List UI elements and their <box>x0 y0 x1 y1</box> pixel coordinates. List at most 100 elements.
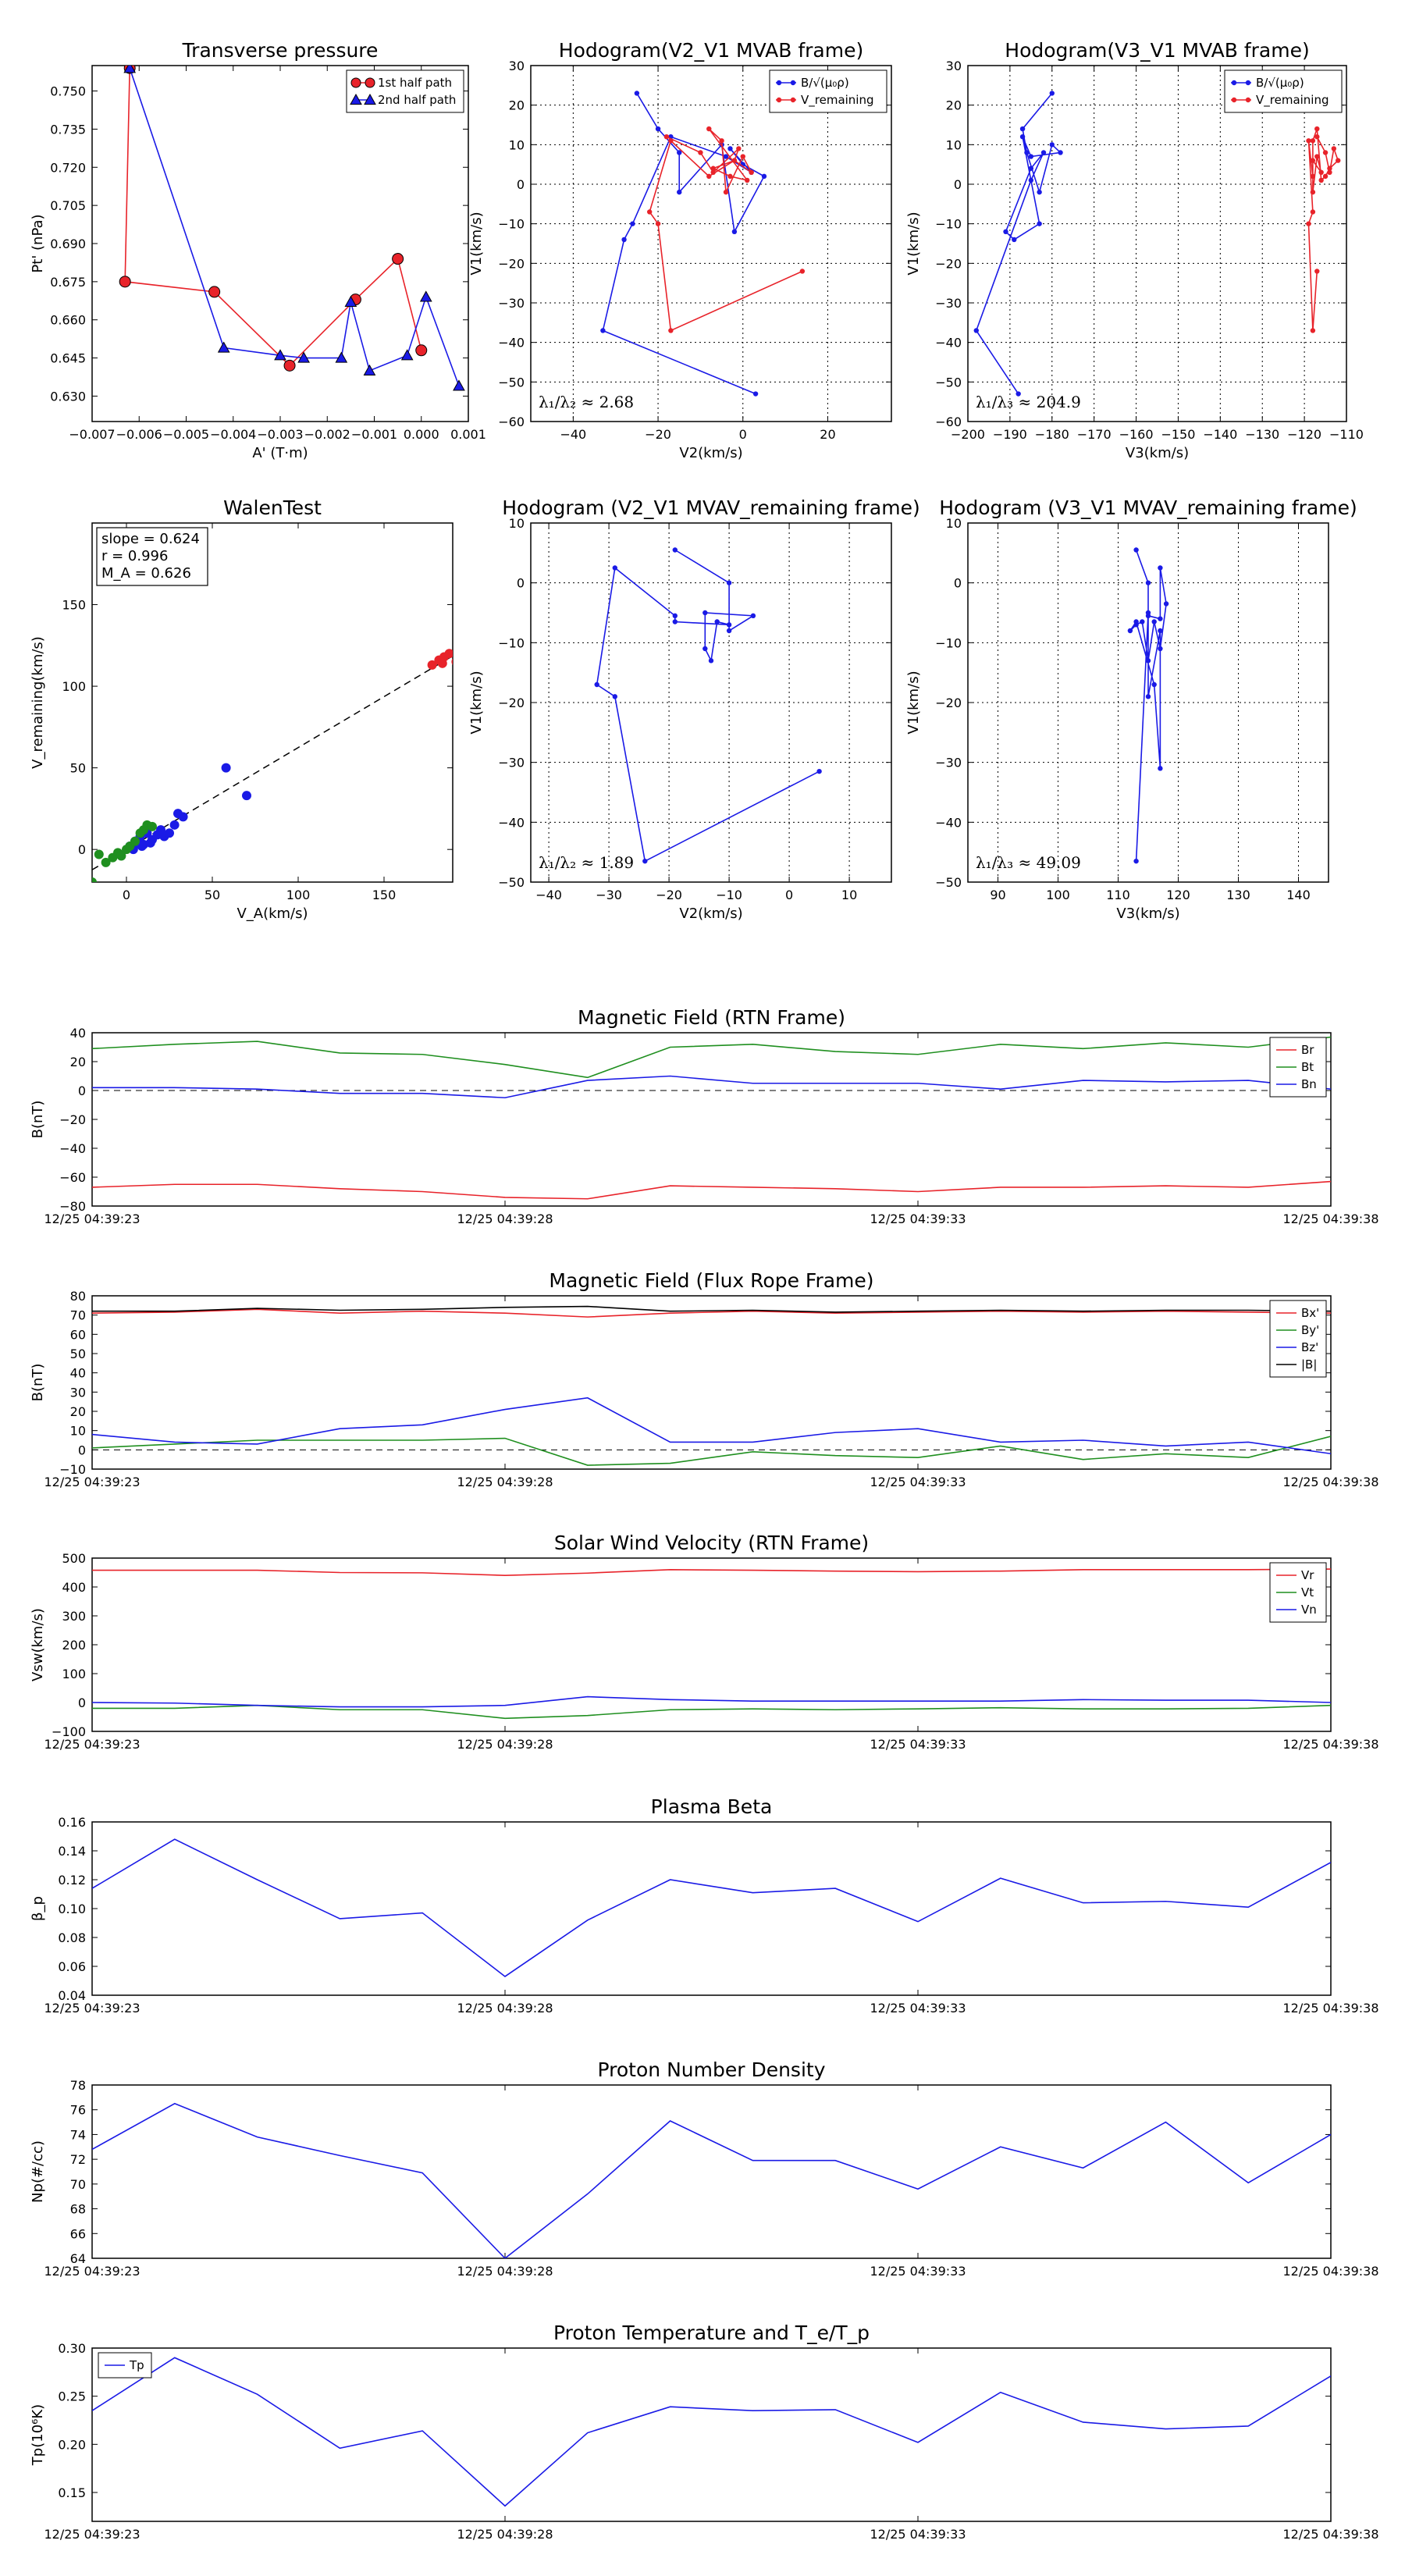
stats-line-2: M_A = 0.626 <box>101 565 191 582</box>
data-point <box>752 391 759 397</box>
data-point <box>419 290 432 302</box>
axes-frame <box>91 1032 1332 1207</box>
x-tick-label: 0.000 <box>404 427 439 442</box>
y-tick-label: −30 <box>935 756 962 770</box>
data-point <box>726 628 732 634</box>
chart-pt: −0.007 −0.006 −0.005 −0.004 −0.003 −0.002 −0.0… <box>30 39 486 461</box>
data-point <box>731 158 738 163</box>
data-point <box>1145 580 1151 585</box>
y-tick-label: 10 <box>70 1424 86 1439</box>
data-point <box>799 269 806 274</box>
x-tick-label: 130 <box>1226 888 1250 902</box>
data-point <box>776 80 782 86</box>
y-tick-label: 0 <box>517 177 525 192</box>
data-point <box>130 836 140 846</box>
axes-frame <box>91 522 454 883</box>
y-tick-label: 0.630 <box>50 389 86 404</box>
x-tick-label: 12/25 04:39:33 <box>870 2264 966 2279</box>
data-point <box>1310 173 1316 180</box>
x-tick-label: −20 <box>645 427 671 442</box>
y-tick-label: −80 <box>59 1199 86 1214</box>
y-tick-label: 0.04 <box>58 1988 86 2003</box>
y-tick-label: −40 <box>59 1141 86 1156</box>
data-point <box>1133 547 1139 553</box>
data-point <box>1140 619 1145 624</box>
series-line-0 <box>602 93 766 395</box>
y-tick-label: 150 <box>62 598 86 613</box>
x-tick-label: −140 <box>1203 427 1237 442</box>
data-point <box>1158 616 1163 621</box>
y-tick-label: 10 <box>509 137 525 152</box>
data-point <box>94 849 104 859</box>
data-point <box>706 173 712 180</box>
data-point <box>1327 165 1332 171</box>
x-tick-label: −0.004 <box>210 427 256 442</box>
y-tick-label: −60 <box>498 415 525 429</box>
chart-h4: 90 100 110 120 130 140 −50 −40 −30 −20 −10 0 10Hodog… <box>905 496 1357 922</box>
y-tick-label: −50 <box>498 875 525 890</box>
x-tick-label: 12/25 04:39:23 <box>44 1737 140 1752</box>
x-tick-label: 12/25 04:39:28 <box>457 1212 553 1226</box>
plot-area <box>600 91 806 397</box>
x-tick-label: −110 <box>1329 427 1364 442</box>
data-point <box>663 134 670 140</box>
y-tick-label: 0.750 <box>50 84 86 99</box>
data-point <box>427 660 437 670</box>
y-tick-label: −40 <box>498 336 525 350</box>
legend-entry-1: V_remaining <box>801 93 874 108</box>
legend-entry-0: Tp <box>129 2358 144 2372</box>
x-tick-label: 100 <box>1046 888 1070 902</box>
y-tick-label: 0.675 <box>50 275 86 290</box>
data-point <box>1058 150 1063 155</box>
data-point <box>1322 150 1329 155</box>
y-tick-label: 50 <box>70 1347 86 1361</box>
data-point <box>169 820 180 830</box>
eigen-ratio-annotation: λ₁/λ₃ ≈ 49.09 <box>976 853 1081 872</box>
data-point <box>1314 126 1320 132</box>
y-tick-label: 0.12 <box>58 1873 86 1888</box>
eigen-ratio-annotation: λ₁/λ₃ ≈ 204.9 <box>976 393 1081 411</box>
x-tick-label: −0.001 <box>351 427 397 442</box>
data-point <box>335 351 348 363</box>
data-point <box>208 286 221 298</box>
data-point <box>1019 134 1026 140</box>
stats-box <box>96 527 208 586</box>
data-point <box>790 97 796 103</box>
stats-line-0: slope = 0.624 <box>101 531 200 547</box>
data-point <box>714 619 720 624</box>
x-tick-label: −190 <box>993 427 1027 442</box>
y-tick-label: −100 <box>52 1724 86 1739</box>
x-tick-label: 12/25 04:39:38 <box>1282 1737 1378 1752</box>
data-point <box>1037 189 1042 195</box>
series-line-Vn <box>92 1695 1331 1708</box>
x-tick-label: 12/25 04:39:23 <box>44 1212 140 1226</box>
legend-entry-0: B/√(μ₀ρ) <box>1256 76 1304 90</box>
chart-title: WalenTest <box>223 496 322 519</box>
x-tick-label: −40 <box>535 888 562 902</box>
data-point <box>677 150 682 155</box>
legend-entry-1: V_remaining <box>1256 93 1329 108</box>
y-tick-label: 500 <box>62 1551 86 1566</box>
data-point <box>344 295 357 308</box>
y-tick-label: 0.14 <box>58 1844 86 1859</box>
data-point <box>719 138 724 144</box>
data-point <box>1310 328 1316 333</box>
data-point <box>727 146 733 151</box>
y-tick-label: 0.06 <box>58 1959 86 1974</box>
data-point <box>708 658 714 664</box>
data-point <box>137 841 147 851</box>
plot-area <box>594 547 822 864</box>
data-point <box>1322 173 1329 180</box>
y-tick-label: 0 <box>78 1695 86 1710</box>
y-tick-label: 80 <box>70 1289 86 1304</box>
y-tick-label: −50 <box>935 875 962 890</box>
x-tick-label: −0.005 <box>163 427 209 442</box>
y-tick-label: 300 <box>62 1609 86 1624</box>
x-tick-label: 12/25 04:39:38 <box>1282 1475 1378 1489</box>
data-point <box>1310 158 1316 163</box>
legend-entry-2: Bn <box>1301 1077 1317 1091</box>
data-point <box>221 763 231 773</box>
y-tick-label: −50 <box>498 375 525 390</box>
x-tick-label: 12/25 04:39:23 <box>44 1475 140 1489</box>
